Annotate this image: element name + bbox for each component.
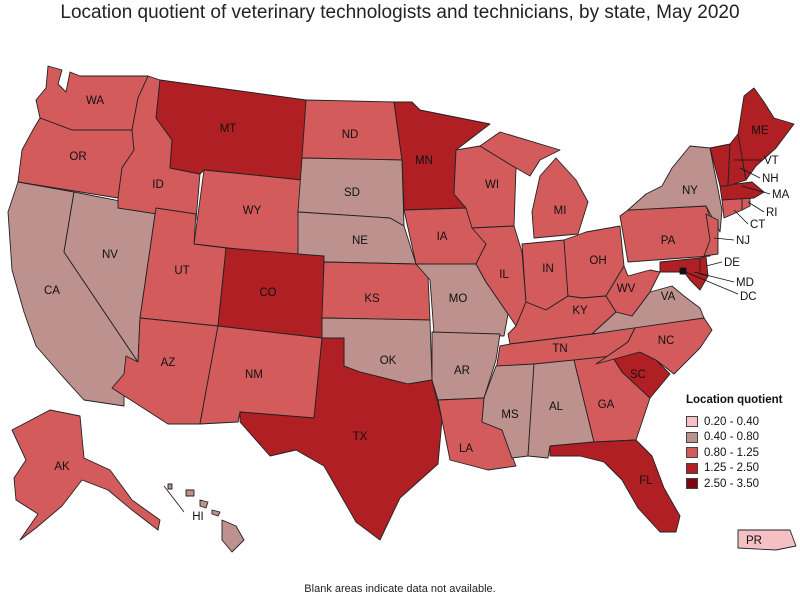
map-title: Location quotient of veterinary technolo… (60, 2, 740, 23)
state-label-mo: MO (449, 293, 468, 305)
state-label-ca: CA (44, 285, 60, 297)
state-label-ct: CT (750, 219, 765, 231)
state-label-vt: VT (764, 155, 779, 167)
legend-swatch-5 (686, 478, 698, 490)
state-label-ms: MS (501, 409, 519, 421)
state-label-ar: AR (454, 365, 470, 377)
state-label-pa: PA (661, 235, 676, 247)
state-ks[interactable] (321, 261, 431, 321)
legend-label: 0.40 - 0.80 (704, 431, 759, 444)
legend-label: 0.20 - 0.40 (704, 415, 759, 428)
state-label-ks: KS (364, 293, 380, 305)
state-label-hi: HI (192, 511, 204, 523)
state-pr[interactable] (737, 529, 797, 551)
state-label-ma: MA (772, 189, 790, 201)
state-label-fl: FL (639, 475, 653, 487)
legend-label: 2.50 - 3.50 (704, 477, 759, 490)
state-label-wi: WI (485, 179, 499, 191)
state-label-la: LA (459, 443, 473, 455)
state-in[interactable] (521, 239, 569, 311)
state-label-ny: NY (682, 185, 698, 197)
state-label-ga: GA (598, 399, 615, 411)
state-label-me: ME (751, 125, 769, 137)
state-label-dc: DC (740, 291, 757, 303)
state-label-ky: KY (572, 305, 588, 317)
state-label-wv: WV (617, 283, 636, 295)
map-legend: Location quotient 0.20 - 0.40 0.40 - 0.8… (686, 394, 798, 492)
state-nj[interactable] (703, 213, 719, 257)
legend-label: 1.25 - 2.50 (704, 462, 759, 475)
state-nc[interactable] (595, 317, 713, 375)
footnote: Blank areas indicate data not available. (304, 583, 496, 595)
state-label-nh: NH (762, 173, 779, 185)
state-label-ia: IA (437, 231, 448, 243)
state-label-ut: UT (174, 265, 189, 277)
state-label-co: CO (259, 287, 276, 299)
legend-swatch-4 (686, 462, 698, 474)
legend-swatch-1 (686, 416, 698, 428)
state-pa[interactable] (619, 205, 717, 263)
state-label-md: MD (736, 277, 754, 289)
legend-item: 1.25 - 2.50 (686, 461, 798, 477)
state-ak[interactable] (11, 409, 161, 541)
state-mi[interactable] (479, 131, 589, 239)
state-md[interactable] (659, 257, 709, 291)
state-il[interactable] (471, 225, 527, 327)
state-label-ri: RI (766, 207, 778, 219)
state-label-nd: ND (342, 129, 359, 141)
legend-label: 0.80 - 1.25 (704, 446, 759, 459)
legend-swatch-2 (686, 431, 698, 443)
state-label-in: IN (542, 263, 554, 275)
state-label-nm: NM (245, 369, 263, 381)
legend-item: 0.80 - 1.25 (686, 445, 798, 461)
state-label-oh: OH (589, 255, 606, 267)
state-label-tn: TN (552, 343, 567, 355)
legend-title: Location quotient (686, 394, 783, 406)
state-label-va: VA (661, 291, 676, 303)
state-ma[interactable] (719, 181, 765, 201)
state-label-wa: WA (86, 95, 104, 107)
state-label-wy: WY (243, 205, 262, 217)
legend-item: 0.40 - 0.80 (686, 430, 798, 446)
state-tx[interactable] (239, 337, 443, 541)
state-label-sd: SD (344, 187, 360, 199)
state-label-sc: SC (630, 369, 646, 381)
state-label-pr: PR (746, 535, 762, 547)
state-label-mn: MN (415, 155, 433, 167)
state-hi[interactable] (167, 483, 245, 553)
state-label-az: AZ (161, 357, 176, 369)
state-label-mt: MT (220, 123, 237, 135)
state-label-ok: OK (380, 355, 397, 367)
state-label-ne: NE (352, 235, 368, 247)
state-label-or: OR (69, 151, 86, 163)
state-label-mi: MI (554, 205, 567, 217)
legend-item: 2.50 - 3.50 (686, 476, 798, 492)
legend-swatch-3 (686, 447, 698, 459)
dc-marker (679, 267, 687, 275)
legend-item: 0.20 - 0.40 (686, 414, 798, 430)
state-me[interactable] (737, 87, 795, 181)
state-fl[interactable] (549, 439, 681, 533)
state-label-ak: AK (54, 461, 70, 473)
state-label-il: IL (499, 269, 509, 281)
state-label-al: AL (549, 401, 564, 413)
state-label-de: DE (724, 257, 740, 269)
state-label-nv: NV (102, 249, 118, 261)
state-label-nc: NC (658, 335, 675, 347)
state-label-tx: TX (353, 431, 368, 443)
state-label-id: ID (152, 179, 164, 191)
state-label-nj: NJ (736, 235, 750, 247)
